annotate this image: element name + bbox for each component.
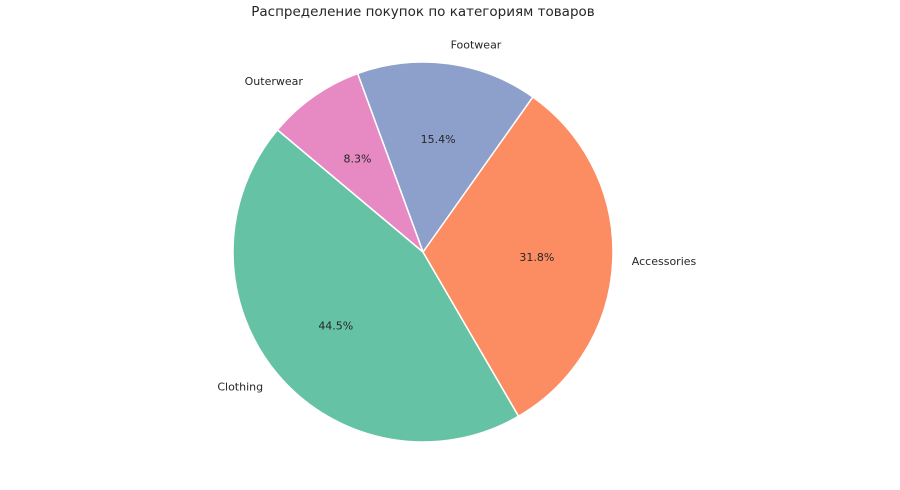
pie-label-accessories: Accessories xyxy=(632,255,697,268)
pie-slice-footwear xyxy=(356,61,534,253)
pie-pct-clothing: 44.5% xyxy=(318,319,353,332)
pie-label-footwear: Footwear xyxy=(451,39,502,52)
pie-label-clothing: Clothing xyxy=(217,380,263,393)
chart-title: Распределение покупок по категориям това… xyxy=(251,4,595,20)
pie-slice-outerwear xyxy=(276,72,424,253)
pie-slice-accessories xyxy=(422,96,614,417)
pie-slice-clothing xyxy=(232,129,520,443)
pie-pct-footwear: 15.4% xyxy=(421,133,456,146)
pie-pct-outerwear: 8.3% xyxy=(344,153,372,166)
pie-label-outerwear: Outerwear xyxy=(245,75,304,88)
pie-pct-accessories: 31.8% xyxy=(519,251,554,264)
